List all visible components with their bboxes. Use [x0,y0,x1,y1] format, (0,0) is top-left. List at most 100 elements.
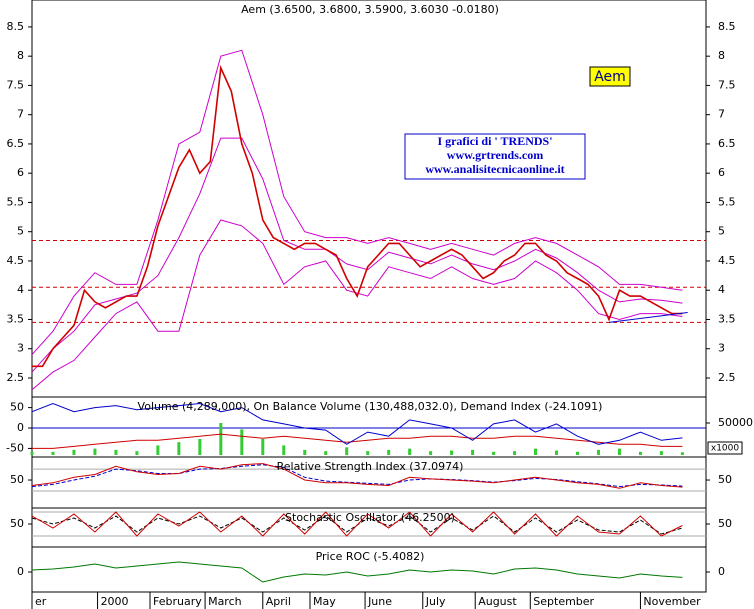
volume-bar [408,448,412,455]
x-tick-label: July [425,595,446,608]
symbol-label: Aem [594,69,626,85]
y-tick-label: -50 [6,441,24,454]
volume-bar [429,451,433,455]
y-tick-label: 2.5 [7,371,25,384]
volume-bar [387,449,391,455]
y-tick-label: 3.5 [718,312,736,325]
y-tick-label: 8 [17,49,24,62]
info-text: www.grtrends.com [447,148,543,162]
series-line [32,64,683,368]
volume-bar [198,439,202,455]
volume-bar [345,447,349,455]
series-line [31,511,683,537]
y-tick-label: 50 [718,517,732,530]
series-line [32,433,683,449]
x-tick-label: September [533,595,594,608]
y-tick-label: 6 [17,166,24,179]
volume-bar [219,423,223,455]
volume-bar [680,452,684,455]
y-tick-label: 8.5 [7,20,25,33]
y-tick-label: 7 [17,108,24,121]
series-line [31,49,683,355]
x-tick-label: May [313,595,336,608]
volume-bar [492,451,496,455]
y-tick-label: 6.5 [718,137,736,150]
volume-bar [303,449,307,455]
y-tick-label: 3 [17,342,24,355]
info-text: I grafici di ' TRENDS' [437,134,552,148]
volume-bar [72,449,76,455]
volume-bar [93,448,97,455]
y-tick-label: 4.5 [7,254,25,267]
volume-bar [51,451,55,455]
volume-bar [135,451,139,455]
y-tick-label: 5.5 [7,195,25,208]
x-tick-label: 2000 [101,595,129,608]
trend-line [608,311,688,323]
y-tick-label: 0 [718,565,725,578]
volume-bar [282,445,286,455]
y-tick-label: 50 [10,401,24,414]
panel-title: Volume (4,289,000), On Balance Volume (1… [138,400,603,413]
series-line [31,137,683,373]
y-tick-label: 4.5 [718,254,736,267]
y-tick-label: 3.5 [7,312,25,325]
y-tick-label: 6.5 [7,137,25,150]
volume-bar [471,449,475,455]
y-tick-label: 4 [718,283,725,296]
volume-bar [617,448,621,455]
y-tick-label: 7.5 [7,78,25,91]
info-box [404,133,586,180]
chart-title: Aem (3.6500, 3.6800, 3.5900, 3.6030 -0.0… [241,3,499,16]
panel-title: Stochastic Oscillator (46.2500) [285,511,455,524]
volume-bar [177,442,181,455]
volume-bar [513,451,517,455]
volume-bar [240,429,244,455]
volume-bar [30,451,34,455]
y-tick-label: 7.5 [718,78,736,91]
y-tick-label: 5 [17,225,24,238]
y-tick-label: 50 [10,517,24,530]
volume-bar [156,445,160,455]
x-tick-label: February [153,595,202,608]
volume-bar [555,450,559,455]
volume-bar [450,450,454,455]
x-tick-label: er [35,595,47,608]
unit-box [707,441,743,455]
symbol-box [589,66,631,87]
y-tick-label: 2.5 [718,371,736,384]
series-line [31,463,683,489]
y-tick-label: 5.5 [718,195,736,208]
x-tick-label: August [478,595,517,608]
series-line [31,402,683,445]
series-line [31,219,683,391]
volume-bar [324,451,328,455]
y-tick-label: 3 [718,342,725,355]
x-tick-label: April [266,595,291,608]
volume-bar [575,451,579,455]
x-tick-label: November [643,595,701,608]
volume-bar [366,451,370,455]
y-tick-label: 0 [17,421,24,434]
volume-bar [638,451,642,455]
series-line [31,464,683,488]
volume-bar [534,448,538,455]
y-tick-label: 7 [718,108,725,121]
info-text: www.analisitecnicaonline.it [425,162,564,176]
y-tick-label: 8.5 [718,20,736,33]
volume-bar [114,449,118,455]
volume-bar [261,439,265,455]
x-tick-label: June [367,595,392,608]
y-tick-label: 8 [718,49,725,62]
unit-label: x1000 [711,444,740,454]
panel-title: Price ROC (-5.4082) [316,550,425,563]
y2-tick-label: 50000 [718,416,753,429]
y-tick-label: 50 [10,473,24,486]
panel-title: Relative Strength Index (37.0974) [277,460,464,473]
y-tick-label: 5 [718,225,725,238]
x-tick-label: March [208,595,242,608]
y-tick-label: 4 [17,283,24,296]
series-line [31,561,683,583]
volume-bar [596,449,600,455]
